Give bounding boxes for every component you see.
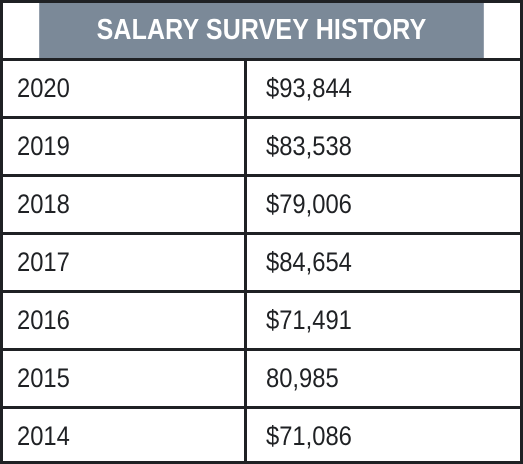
table-row: 2019 $83,538 — [3, 119, 520, 177]
year-cell: 2020 — [3, 61, 247, 116]
table-row: 2016 $71,491 — [3, 293, 520, 351]
table-body: 2020 $93,844 2019 $83,538 2018 $79,006 2… — [3, 61, 520, 464]
salary-cell: $71,491 — [266, 305, 352, 335]
year-cell: 2015 — [3, 351, 247, 406]
salary-cell: $71,086 — [266, 421, 352, 451]
year-cell: 2016 — [3, 293, 247, 348]
table-row: 2014 $71,086 — [3, 409, 520, 464]
salary-cell: $79,006 — [266, 189, 352, 219]
year-cell: 2017 — [3, 235, 247, 290]
salary-cell: $84,654 — [266, 247, 352, 277]
salary-cell: $83,538 — [266, 131, 352, 161]
table-row: 2017 $84,654 — [3, 235, 520, 293]
table-row: 2015 80,985 — [3, 351, 520, 409]
table-title: SALARY SURVEY HISTORY — [39, 3, 484, 58]
table-row: 2018 $79,006 — [3, 177, 520, 235]
title-divider — [3, 58, 520, 61]
table-row: 2020 $93,844 — [3, 61, 520, 119]
year-cell: 2018 — [3, 177, 247, 232]
salary-cell: 80,985 — [266, 363, 339, 393]
year-cell: 2014 — [3, 409, 247, 464]
year-cell: 2019 — [3, 119, 247, 174]
salary-cell: $93,844 — [266, 73, 352, 103]
